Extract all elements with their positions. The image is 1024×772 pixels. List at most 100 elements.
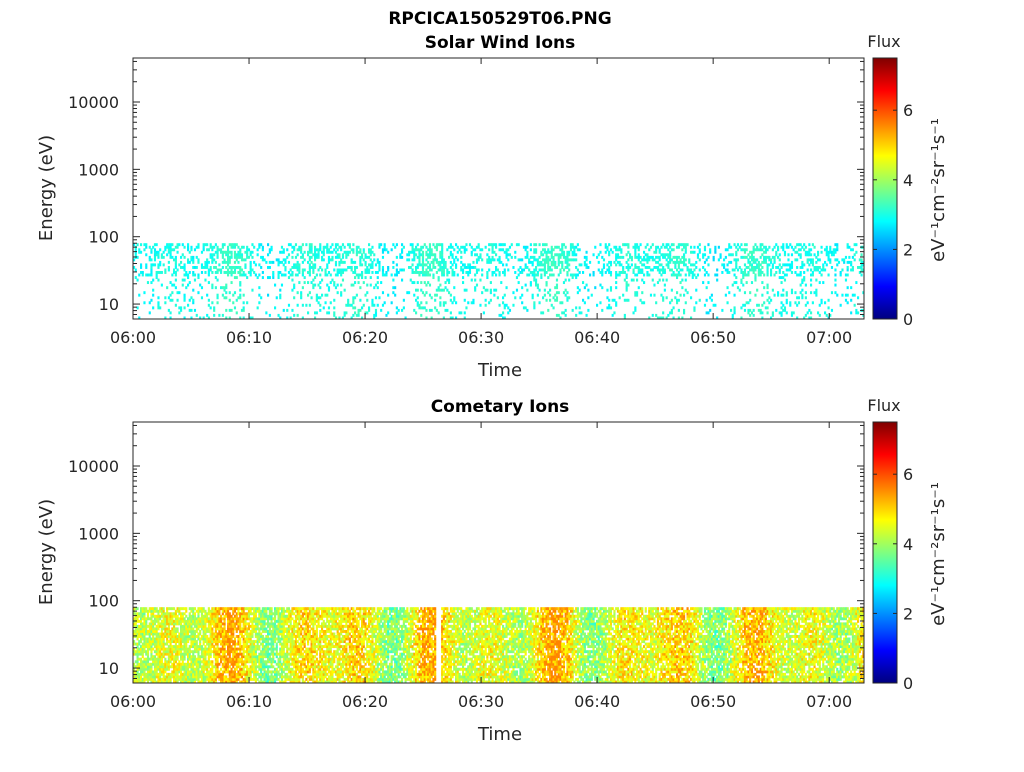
heatmap-cell [697, 246, 699, 249]
heatmap-cell [507, 248, 509, 251]
heatmap-cell [850, 263, 852, 266]
heatmap-cell [354, 271, 356, 274]
heatmap-cell [149, 256, 151, 259]
heatmap-cell [236, 276, 238, 279]
heatmap-cell [377, 276, 379, 279]
heatmap-cell [659, 279, 661, 282]
heatmap-cell [512, 266, 514, 269]
heatmap-cell [424, 306, 426, 309]
heatmap-cell [633, 311, 635, 314]
heatmap-cell [486, 276, 488, 279]
heatmap-cell [187, 246, 189, 249]
heatmap-cell [850, 299, 852, 302]
heatmap-cell [215, 266, 217, 269]
heatmap-cell [622, 269, 624, 272]
heatmap-cell [284, 266, 286, 269]
heatmap-cell [150, 281, 152, 284]
heatmap-cell [239, 625, 241, 628]
heatmap-cell [359, 286, 361, 289]
heatmap-cell [603, 263, 605, 266]
heatmap-cell [297, 274, 299, 277]
heatmap-cell [807, 311, 809, 314]
heatmap-cell [403, 299, 405, 302]
heatmap-cell [836, 258, 838, 261]
heatmap-cell [815, 279, 817, 282]
heatmap-cell [727, 263, 729, 266]
heatmap-cell [474, 289, 476, 292]
heatmap-cell [789, 304, 791, 307]
heatmap-cell [749, 261, 751, 264]
heatmap-cell [577, 274, 579, 277]
heatmap-cell [483, 286, 485, 289]
heatmap-cell [669, 253, 671, 256]
heatmap-cell [201, 251, 203, 254]
heatmap-cell [244, 663, 246, 666]
heatmap-cell [577, 291, 579, 294]
heatmap-cell [208, 248, 210, 251]
heatmap-cell [558, 291, 560, 294]
heatmap-cell [812, 243, 814, 246]
heatmap-cell [177, 655, 179, 658]
heatmap-cell [161, 253, 163, 256]
heatmap-cell [693, 274, 695, 277]
heatmap-cell [634, 253, 636, 256]
heatmap-cell [810, 248, 812, 251]
heatmap-cell [274, 622, 276, 625]
heatmap-cell [222, 266, 224, 269]
heatmap-cell [530, 248, 532, 251]
heatmap-cell [177, 615, 179, 618]
heatmap-cell [150, 650, 152, 653]
x-tick-label: 06:30 [458, 328, 504, 347]
heatmap-cell [732, 314, 734, 317]
heatmap-cell [805, 284, 807, 287]
heatmap-cell [418, 258, 420, 261]
heatmap-cell [311, 246, 313, 249]
heatmap-cell [222, 314, 224, 317]
heatmap-cell [687, 291, 689, 294]
heatmap-cell [678, 246, 680, 249]
heatmap-cell [848, 256, 850, 259]
heatmap-cell [504, 243, 506, 246]
heatmap-cell [288, 261, 290, 264]
heatmap-cell [847, 274, 849, 277]
heatmap-cell [363, 304, 365, 307]
heatmap-cell [314, 263, 316, 266]
heatmap-cell [727, 269, 729, 272]
heatmap-cell [767, 284, 769, 287]
heatmap-cell [370, 248, 372, 251]
heatmap-cell [429, 246, 431, 249]
heatmap-cell [834, 279, 836, 282]
heatmap-cell [798, 296, 800, 299]
heatmap-cell [316, 299, 318, 302]
heatmap-cell [161, 271, 163, 274]
heatmap-cell [601, 274, 603, 277]
heatmap-cell [544, 289, 546, 292]
heatmap-cell [829, 248, 831, 251]
heatmap-cell [610, 248, 612, 251]
heatmap-cell [142, 653, 144, 656]
heatmap-cell [747, 253, 749, 256]
heatmap-cell [500, 314, 502, 317]
heatmap-cell [278, 263, 280, 266]
colorbar-tick-label: 6 [903, 101, 913, 120]
heatmap-cell [438, 276, 440, 279]
heatmap-cell [791, 246, 793, 249]
heatmap-cell [566, 291, 568, 294]
heatmap-cell [646, 261, 648, 264]
heatmap-cell [467, 274, 469, 277]
heatmap-cell [690, 246, 692, 249]
heatmap-cell [429, 274, 431, 277]
heatmap-cell [190, 248, 192, 251]
heatmap-cell [568, 263, 570, 266]
heatmap-cell [767, 248, 769, 251]
heatmap-cell [319, 296, 321, 299]
heatmap-cell [499, 271, 501, 274]
heatmap-cell [471, 253, 473, 256]
heatmap-cell [420, 289, 422, 292]
heatmap-cell [143, 248, 145, 251]
heatmap-cell [164, 269, 166, 272]
heatmap-cell [815, 261, 817, 264]
heatmap-cell [784, 279, 786, 282]
heatmap-cell [363, 258, 365, 261]
heatmap-cell [512, 291, 514, 294]
